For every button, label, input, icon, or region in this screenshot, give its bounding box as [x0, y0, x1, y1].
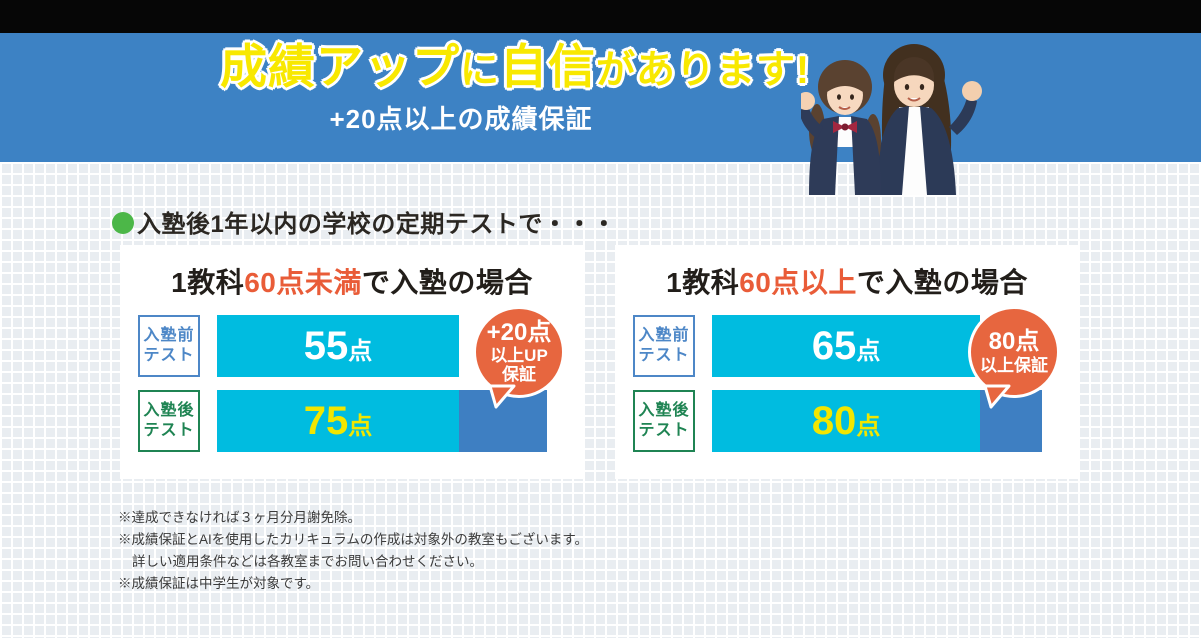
badge-line: +20点	[486, 318, 552, 346]
card-title-accent: 60点未満	[244, 267, 362, 298]
badge-line: 保証	[502, 365, 536, 385]
banner-subtitle: +20点以上の成績保証	[329, 103, 593, 134]
banner-title-part: に	[459, 49, 500, 92]
label-line: 入塾後	[143, 402, 195, 419]
label-line: テスト	[143, 422, 195, 439]
section-heading-text: 入塾後1年以内の学校の定期テストで・・・	[137, 211, 617, 238]
badge-line: 80点	[988, 328, 1040, 356]
note-line: 詳しい適用条件などは各教室までお問い合わせください。	[132, 554, 483, 569]
badge-tail	[983, 384, 1011, 409]
label-line: テスト	[638, 422, 690, 439]
score-value: 80点	[811, 398, 881, 443]
bar-track: 80点	[712, 390, 1042, 452]
card-title-suffix: で入塾の場合	[361, 267, 533, 298]
disclaimer-notes: ※達成できなければ３ヶ月分月謝免除。 ※成績保証とAIを使用したカリキュラムの作…	[118, 507, 588, 595]
hero-banner: 成績アップに自信があります! +20点以上の成績保証	[0, 33, 1201, 195]
badge-tail	[488, 384, 516, 409]
score-value: 55点	[303, 323, 373, 368]
top-black-bar	[0, 0, 1201, 33]
score-row-after: 入塾後 テスト 80点	[633, 390, 1042, 452]
banner-text-block: 成績アップに自信があります! +20点以上の成績保証	[0, 42, 1030, 136]
bar-track: 75点	[217, 390, 547, 452]
students-photo	[801, 44, 982, 195]
guarantee-badge: 80点 以上保証	[968, 306, 1060, 409]
banner-title-part: があります!	[596, 49, 810, 92]
score-cards: 1教科60点未満で入塾の場合 入塾前 テスト 55点 入塾後	[120, 245, 1079, 479]
label-line: 入塾後	[638, 402, 690, 419]
score-card-over-60: 1教科60点以上で入塾の場合 入塾前 テスト 65点 入塾後	[615, 245, 1079, 479]
label-line: テスト	[638, 347, 690, 364]
score-card-under-60: 1教科60点未満で入塾の場合 入塾前 テスト 55点 入塾後	[120, 245, 584, 479]
banner-title: 成績アップに自信があります!	[0, 42, 1030, 92]
bar-track: 65点	[712, 315, 1042, 377]
banner-title-part: 成績アップ	[219, 40, 460, 93]
score-row-before: 入塾前 テスト 65点	[633, 315, 1042, 377]
score-row-before: 入塾前 テスト 55点	[138, 315, 547, 377]
card-title-prefix: 1教科	[666, 267, 740, 298]
bar-track: 55点	[217, 315, 547, 377]
card-title-prefix: 1教科	[171, 267, 245, 298]
score-bar-fill: 65点	[712, 315, 981, 377]
score-value: 65点	[811, 323, 881, 368]
card-title: 1教科60点未満で入塾の場合	[120, 245, 584, 301]
badge-line: 以上UP	[490, 346, 548, 366]
score-bar-fill: 75点	[217, 390, 459, 452]
label-before-test: 入塾前 テスト	[138, 315, 200, 377]
label-after-test: 入塾後 テスト	[633, 390, 695, 452]
label-after-test: 入塾後 テスト	[138, 390, 200, 452]
card-title-suffix: で入塾の場合	[856, 267, 1028, 298]
card-title: 1教科60点以上で入塾の場合	[615, 245, 1079, 301]
score-row-after: 入塾後 テスト 75点	[138, 390, 547, 452]
banner-title-part: 自信	[500, 40, 596, 93]
label-line: 入塾前	[638, 327, 690, 344]
guarantee-badge: +20点 以上UP 保証	[473, 306, 565, 409]
label-before-test: 入塾前 テスト	[633, 315, 695, 377]
score-bar-fill: 80点	[712, 390, 981, 452]
note-line: ※成績保証は中学生が対象です。	[118, 576, 320, 591]
label-line: 入塾前	[143, 327, 195, 344]
note-line: ※達成できなければ３ヶ月分月謝免除。	[118, 510, 361, 525]
label-line: テスト	[143, 347, 195, 364]
grid-content-area: 入塾後1年以内の学校の定期テストで・・・ 1教科60点未満で入塾の場合 入塾前 …	[0, 162, 1201, 638]
card-title-accent: 60点以上	[739, 267, 857, 298]
note-line: ※成績保証とAIを使用したカリキュラムの作成は対象外の教室もございます。	[118, 532, 588, 547]
green-bullet-icon	[112, 212, 134, 234]
section-heading: 入塾後1年以内の学校の定期テストで・・・	[112, 204, 616, 239]
score-value: 75点	[303, 398, 373, 443]
score-bar-fill: 55点	[217, 315, 459, 377]
badge-line: 以上保証	[980, 355, 1048, 375]
